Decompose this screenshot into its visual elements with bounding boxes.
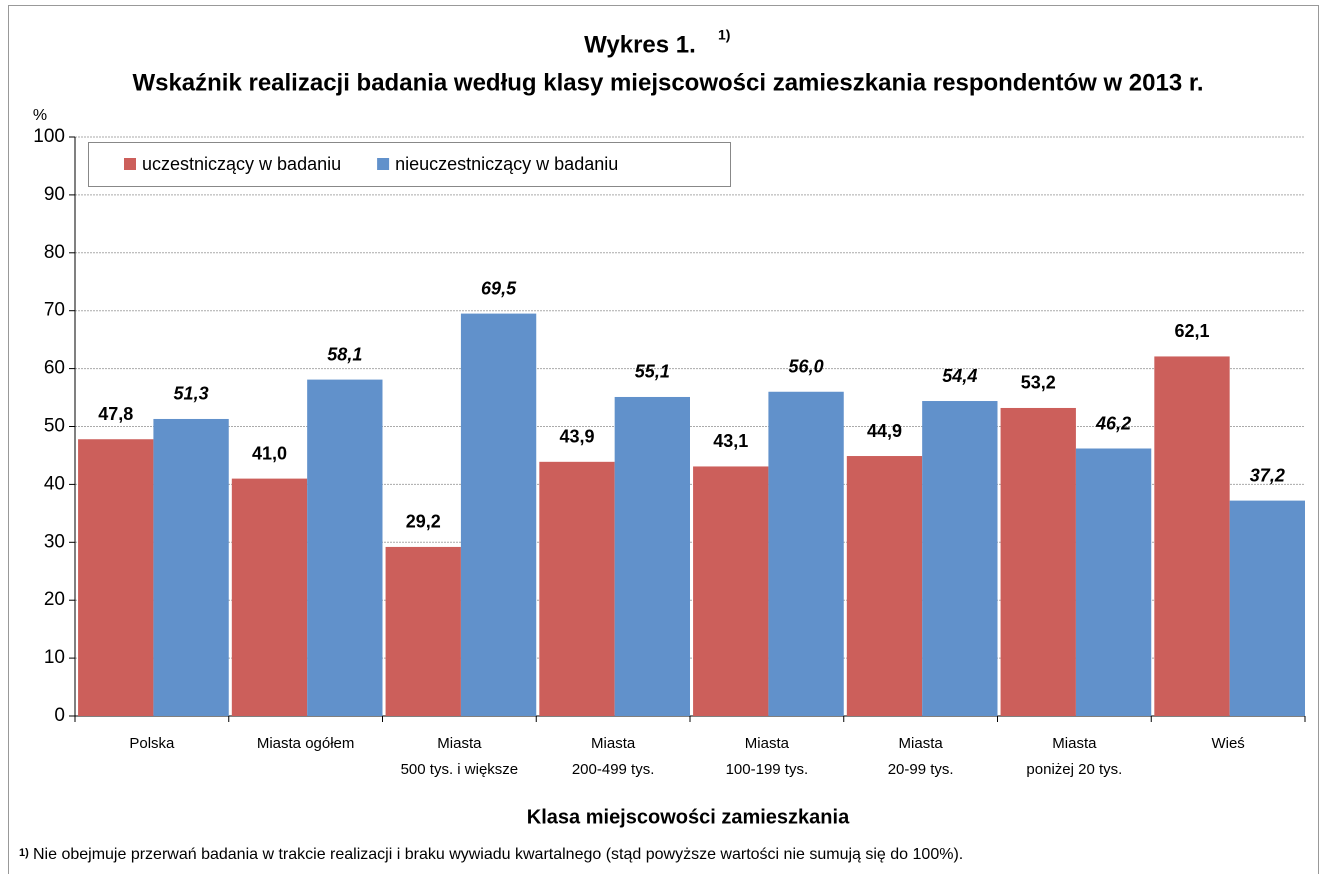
- y-tick-label: 40: [44, 473, 65, 494]
- value-label: 41,0: [252, 443, 287, 463]
- value-label: 51,3: [174, 384, 209, 404]
- y-tick-label: 80: [44, 242, 65, 263]
- value-label: 47,8: [98, 404, 133, 424]
- bar: [922, 401, 998, 716]
- bar: [307, 379, 383, 716]
- bar: [539, 461, 615, 716]
- title-note: 1): [718, 27, 730, 43]
- footnote: Nie obejmuje przerwań badania w trakcie …: [33, 846, 963, 863]
- value-label: 69,5: [481, 278, 517, 298]
- y-tick-label: 0: [54, 705, 65, 726]
- y-tick-label: 100: [33, 126, 65, 147]
- x-tick-label: Miasta ogółem: [257, 735, 355, 752]
- y-tick-label: 90: [44, 184, 65, 205]
- x-axis-label: Klasa miejscowości zamieszkania: [527, 806, 850, 828]
- x-tick-label: Wieś: [1211, 735, 1244, 752]
- bar: [153, 418, 229, 716]
- bar: [78, 439, 154, 716]
- y-axis-label: %: [33, 107, 47, 124]
- value-label: 58,1: [327, 344, 362, 364]
- bar: [846, 456, 923, 716]
- y-tick-label: 10: [44, 647, 65, 668]
- bar: [385, 546, 461, 716]
- value-label: 37,2: [1250, 465, 1285, 485]
- bar: [460, 313, 537, 716]
- y-tick-label: 30: [44, 531, 65, 552]
- frame: [8, 5, 1319, 874]
- value-label: 43,9: [559, 427, 594, 447]
- value-label: 55,1: [635, 362, 670, 382]
- y-tick-label: 60: [44, 358, 65, 379]
- bar: [1154, 356, 1230, 716]
- value-label: 53,2: [1021, 373, 1056, 393]
- y-tick-label: 50: [44, 416, 65, 437]
- y-tick-label: 20: [44, 589, 65, 610]
- x-tick-label: Miasta 100-199 tys.: [726, 735, 809, 778]
- bar: [1000, 407, 1076, 716]
- y-tick-label: 70: [44, 300, 65, 321]
- value-label: 29,2: [406, 512, 441, 532]
- legend-swatch: [124, 158, 136, 170]
- legend-label: nieuczestniczący w badaniu: [395, 154, 618, 174]
- bar: [768, 391, 844, 716]
- chart-subtitle: Wskaźnik realizacji badania według klasy…: [132, 69, 1203, 96]
- legend-swatch: [377, 158, 390, 170]
- legend-box: [88, 142, 731, 187]
- value-label: 46,2: [1095, 413, 1131, 433]
- x-tick-label: Miasta poniżej 20 tys.: [1026, 735, 1122, 778]
- value-label: 44,9: [867, 421, 902, 441]
- bar: [231, 478, 308, 716]
- bar: [1075, 448, 1152, 716]
- value-label: 43,1: [713, 431, 748, 451]
- bar: [1229, 500, 1305, 716]
- x-tick-label: Polska: [129, 735, 175, 752]
- bar: [614, 396, 690, 716]
- x-tick-label: Miasta 200-499 tys.: [572, 735, 655, 778]
- bar: [693, 466, 769, 716]
- footnote-mark: 1): [19, 847, 29, 859]
- x-tick-label: Miasta 20-99 tys.: [888, 735, 954, 778]
- chart-title: Wykres 1.: [584, 31, 696, 58]
- legend-label: uczestniczący w badaniu: [142, 154, 341, 174]
- value-label: 62,1: [1174, 321, 1209, 341]
- value-label: 56,0: [789, 357, 824, 377]
- value-label: 54,4: [942, 366, 977, 386]
- x-tick-label: Miasta 500 tys. i większe: [401, 735, 519, 778]
